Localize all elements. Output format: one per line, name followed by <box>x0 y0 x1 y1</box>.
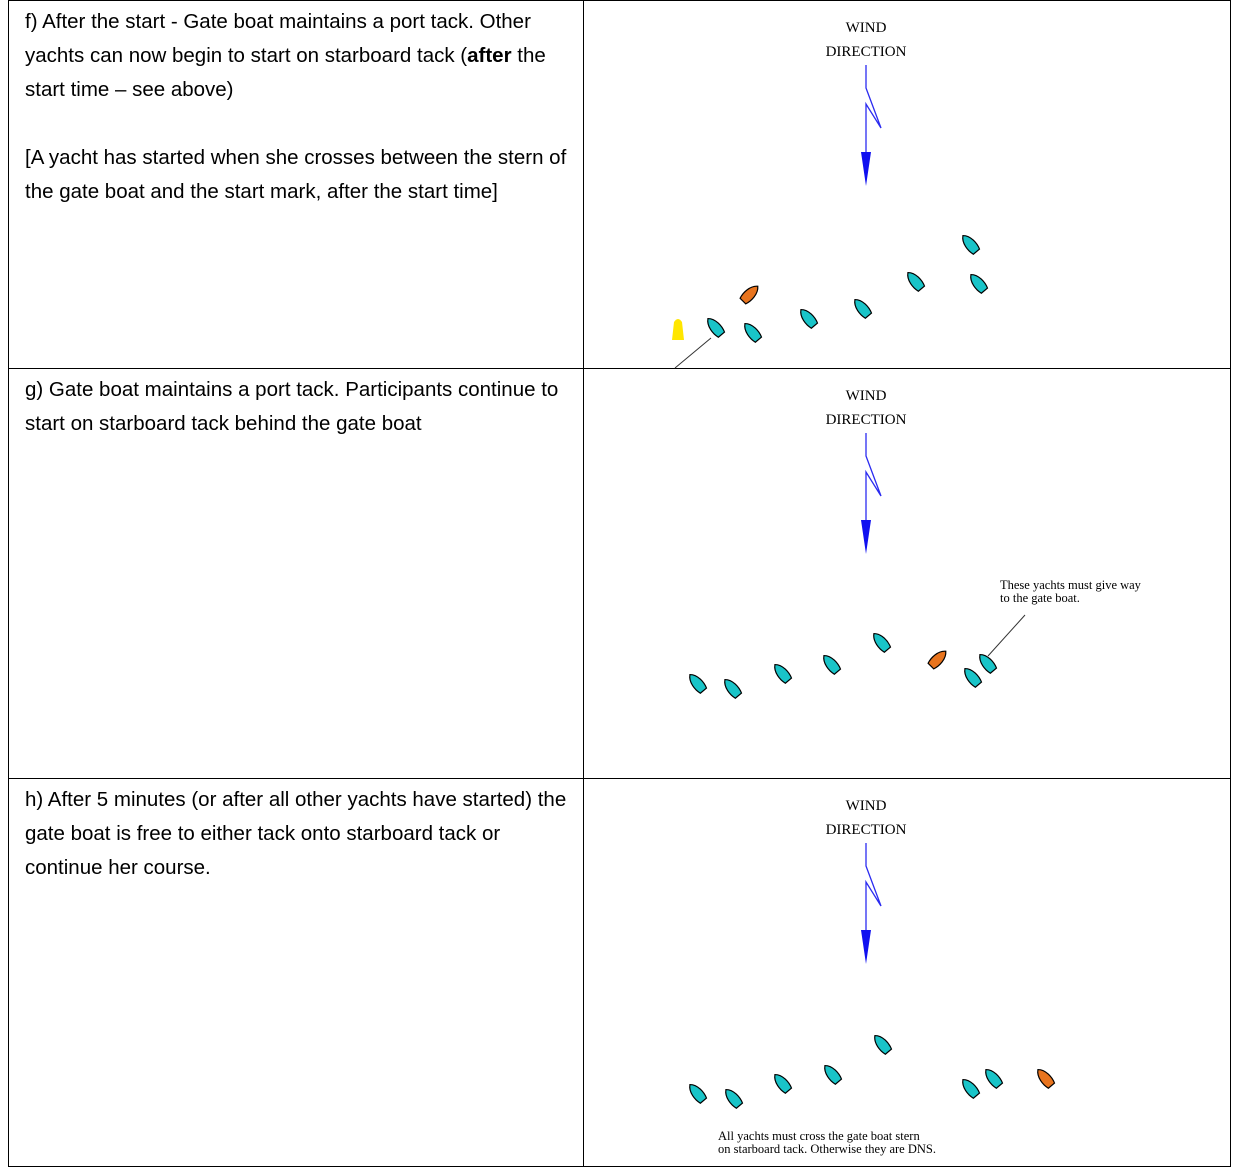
wind-arrow <box>865 433 882 523</box>
yacht <box>927 650 947 670</box>
yacht <box>689 1083 708 1104</box>
yacht <box>1037 1068 1056 1089</box>
paragraph: g) Gate boat maintains a port tack. Part… <box>25 378 559 435</box>
yacht <box>707 317 726 338</box>
yacht <box>824 1064 843 1085</box>
wind-arrowhead <box>861 520 871 554</box>
yacht <box>854 298 873 319</box>
diagram-cell <box>583 778 1231 1167</box>
text: the start time – see above) <box>25 44 546 101</box>
wind-arrow <box>865 843 882 933</box>
yacht <box>774 663 793 684</box>
yacht <box>979 653 998 674</box>
yacht <box>970 273 989 294</box>
pointer-line <box>674 337 712 369</box>
text-cell: f) After the start - Gate boat maintains… <box>8 0 584 369</box>
annotation: to the gate boat. <box>1000 591 1080 605</box>
pointer-line <box>987 614 1026 657</box>
bold-text: after <box>467 44 512 67</box>
text: f) After the start - Gate boat maintains… <box>25 10 531 67</box>
wind-arrowhead <box>861 930 871 964</box>
start-mark <box>672 319 684 340</box>
cell-text: f) After the start - Gate boat maintains… <box>25 5 570 243</box>
yacht <box>823 654 842 675</box>
wind-label: WIND <box>846 20 887 36</box>
yacht <box>873 632 892 653</box>
annotation: on starboard tack. Otherwise they are DN… <box>718 1142 936 1156</box>
yacht <box>962 1078 981 1099</box>
yacht <box>689 673 708 694</box>
text-cell: h) After 5 minutes (or after all other y… <box>8 778 584 1167</box>
yacht <box>739 285 759 305</box>
wind-arrow <box>865 65 882 155</box>
yacht <box>724 678 743 699</box>
annotation: All yachts must cross the gate boat ster… <box>718 1129 920 1143</box>
wind-label: DIRECTION <box>826 44 907 60</box>
yacht <box>800 308 819 329</box>
paragraph: h) After 5 minutes (or after all other y… <box>25 788 567 879</box>
paragraph: f) After the start - Gate boat maintains… <box>25 5 570 107</box>
wind-label: DIRECTION <box>826 822 907 838</box>
yacht <box>744 322 763 343</box>
yacht <box>985 1068 1004 1089</box>
cell-text: g) Gate boat maintains a port tack. Part… <box>25 373 570 475</box>
yacht <box>774 1073 793 1094</box>
wind-arrowhead <box>861 152 871 186</box>
cell-text: h) After 5 minutes (or after all other y… <box>25 783 570 919</box>
wind-label: WIND <box>846 798 887 814</box>
yacht <box>725 1088 744 1109</box>
wind-label: DIRECTION <box>826 412 907 428</box>
paragraph: [A yacht has started when she crosses be… <box>25 146 567 203</box>
annotation: These yachts must give way <box>1000 578 1142 592</box>
yacht <box>907 271 926 292</box>
wind-label: WIND <box>846 388 887 404</box>
yacht <box>962 234 981 255</box>
yacht <box>964 667 983 688</box>
yacht <box>874 1034 893 1055</box>
